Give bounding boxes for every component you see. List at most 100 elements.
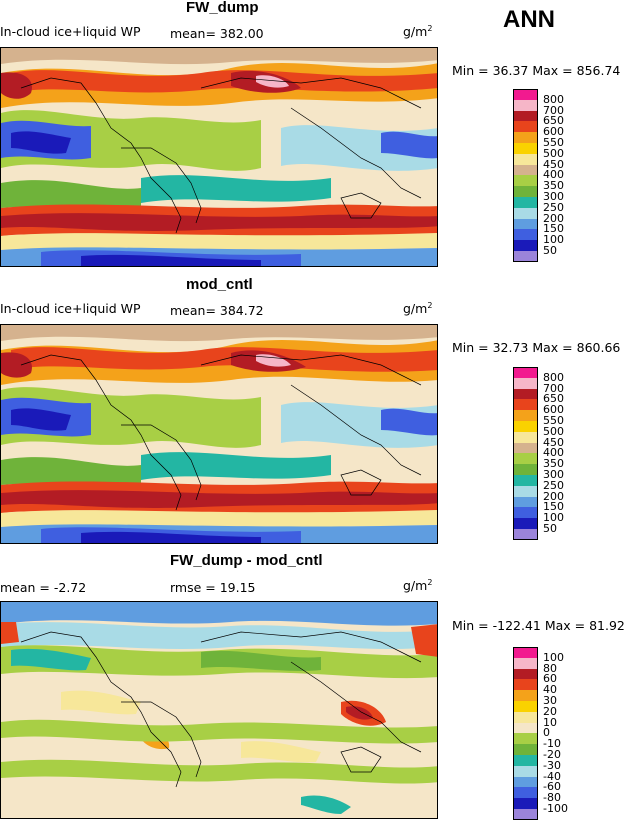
colorbar-segment xyxy=(513,251,538,262)
colorbar-segment xyxy=(513,110,538,122)
colorbar-segment xyxy=(513,798,538,809)
colorbar-segment xyxy=(513,668,538,680)
colorbar-tick-label: 10 xyxy=(543,715,557,729)
colorbar-segment xyxy=(513,733,538,745)
panel1-units: g/m2 xyxy=(403,24,433,40)
panel2-title: mod_cntl xyxy=(186,276,253,293)
colorbar-tick-label: 50 xyxy=(543,244,557,257)
colorbar-tick-label: -40 xyxy=(543,769,561,783)
colorbar-segment xyxy=(513,722,538,734)
colorbar-segment xyxy=(513,377,538,389)
panel1-minmax: Min = 36.37 Max = 856.74 xyxy=(452,63,621,78)
panel1-mean-label: mean= 382.00 xyxy=(170,26,264,41)
colorbar-tick-label: 700 xyxy=(543,103,564,117)
colorbar-segment xyxy=(513,421,538,432)
colorbar-tick-label: 100 xyxy=(543,650,564,664)
colorbar-tick-label: 650 xyxy=(543,392,564,406)
colorbar-tick-label: 500 xyxy=(543,146,564,160)
colorbar-tick-label: 300 xyxy=(543,190,564,203)
colorbar-segment xyxy=(513,197,538,208)
colorbar-tick-label: -20 xyxy=(543,748,561,761)
colorbar-tick-label: -100 xyxy=(543,802,568,815)
colorbar-tick-label: 650 xyxy=(543,114,564,128)
colorbar-segment xyxy=(513,529,538,540)
panel3-contour-field xyxy=(1,602,437,818)
colorbar-tick-label: 80 xyxy=(543,661,557,675)
season-label: ANN xyxy=(503,6,555,33)
colorbar-tick-label: 250 xyxy=(543,478,564,492)
colorbar-tick-label: 800 xyxy=(543,370,564,384)
panel3-minmax: Min = -122.41 Max = 81.92 xyxy=(452,618,625,633)
colorbar-tick-label: 150 xyxy=(543,222,564,236)
colorbar-segment xyxy=(513,143,538,154)
colorbar-segment xyxy=(513,388,538,400)
colorbar-segment xyxy=(513,690,538,701)
colorbar-segment xyxy=(513,701,538,712)
colorbar-segment xyxy=(513,809,538,820)
colorbar-segment xyxy=(513,744,538,755)
colorbar-tick-label: 450 xyxy=(543,435,564,449)
colorbar-tick-label: 350 xyxy=(543,179,564,193)
colorbar-tick-label: 550 xyxy=(543,136,564,149)
colorbar-segment xyxy=(513,464,538,475)
colorbar-segment xyxy=(513,121,538,133)
colorbar-segment xyxy=(513,657,538,669)
panel1-map xyxy=(0,47,438,267)
panel2-variable-label: In-cloud ice+liquid WP xyxy=(0,301,141,316)
colorbar-tick-label: 400 xyxy=(543,168,564,182)
colorbar-segment xyxy=(513,485,538,497)
colorbar-tick-label: -60 xyxy=(543,780,561,794)
panel2-contour-field xyxy=(1,325,437,543)
colorbar-segment xyxy=(513,186,538,197)
colorbar-tick-label: 600 xyxy=(543,403,564,417)
panel3-units: g/m2 xyxy=(403,578,433,594)
panel1-contour-field xyxy=(1,48,437,266)
colorbar-tick-label: 800 xyxy=(543,92,564,106)
colorbar-segment xyxy=(513,776,538,788)
colorbar-segment xyxy=(513,240,538,251)
colorbar-segment xyxy=(513,496,538,508)
colorbar-segment xyxy=(513,679,538,691)
colorbar-segment xyxy=(513,755,538,766)
colorbar-tick-label: 600 xyxy=(543,125,564,139)
colorbar-segment xyxy=(513,453,538,465)
colorbar-segment xyxy=(513,647,538,658)
colorbar-segment xyxy=(513,89,538,100)
colorbar-tick-label: 400 xyxy=(543,446,564,460)
colorbar-segment xyxy=(513,207,538,219)
colorbar-tick-label: 300 xyxy=(543,468,564,481)
colorbar-segment xyxy=(513,229,538,241)
colorbar-tick-label: 100 xyxy=(543,233,564,247)
panel2-map xyxy=(0,324,438,544)
panel2-mean-label: mean= 384.72 xyxy=(170,303,264,318)
colorbar-tick-label: -30 xyxy=(543,758,561,772)
colorbar-tick-label: 250 xyxy=(543,200,564,214)
colorbar-segment xyxy=(513,475,538,486)
colorbar-tick-label: -10 xyxy=(543,737,561,751)
panel2-units: g/m2 xyxy=(403,301,433,317)
colorbar-segment xyxy=(513,431,538,443)
colorbar-segment xyxy=(513,765,538,777)
panel3-mean-label: mean = -2.72 xyxy=(0,580,87,595)
colorbar-segment xyxy=(513,132,538,143)
colorbar-tick-label: 150 xyxy=(543,500,564,514)
colorbar-segment xyxy=(513,153,538,165)
colorbar-segment xyxy=(513,99,538,111)
colorbar-segment xyxy=(513,399,538,411)
colorbar-tick-label: 100 xyxy=(543,511,564,525)
colorbar-tick-label: 700 xyxy=(543,381,564,395)
panel2-minmax: Min = 32.73 Max = 860.66 xyxy=(452,340,621,355)
panel1-variable-label: In-cloud ice+liquid WP xyxy=(0,24,141,39)
colorbar-segment xyxy=(513,711,538,723)
colorbar-tick-label: 50 xyxy=(543,522,557,535)
colorbar-segment xyxy=(513,442,538,454)
panel1-title: FW_dump xyxy=(186,0,259,16)
colorbar-tick-label: 450 xyxy=(543,157,564,171)
colorbar-segment xyxy=(513,518,538,529)
colorbar-segment xyxy=(513,410,538,421)
colorbar-segment xyxy=(513,175,538,187)
colorbar-tick-label: 0 xyxy=(543,726,550,740)
colorbar-tick-label: 20 xyxy=(543,704,557,718)
panel3-title: FW_dump - mod_cntl xyxy=(170,552,323,569)
colorbar-segment xyxy=(513,367,538,378)
